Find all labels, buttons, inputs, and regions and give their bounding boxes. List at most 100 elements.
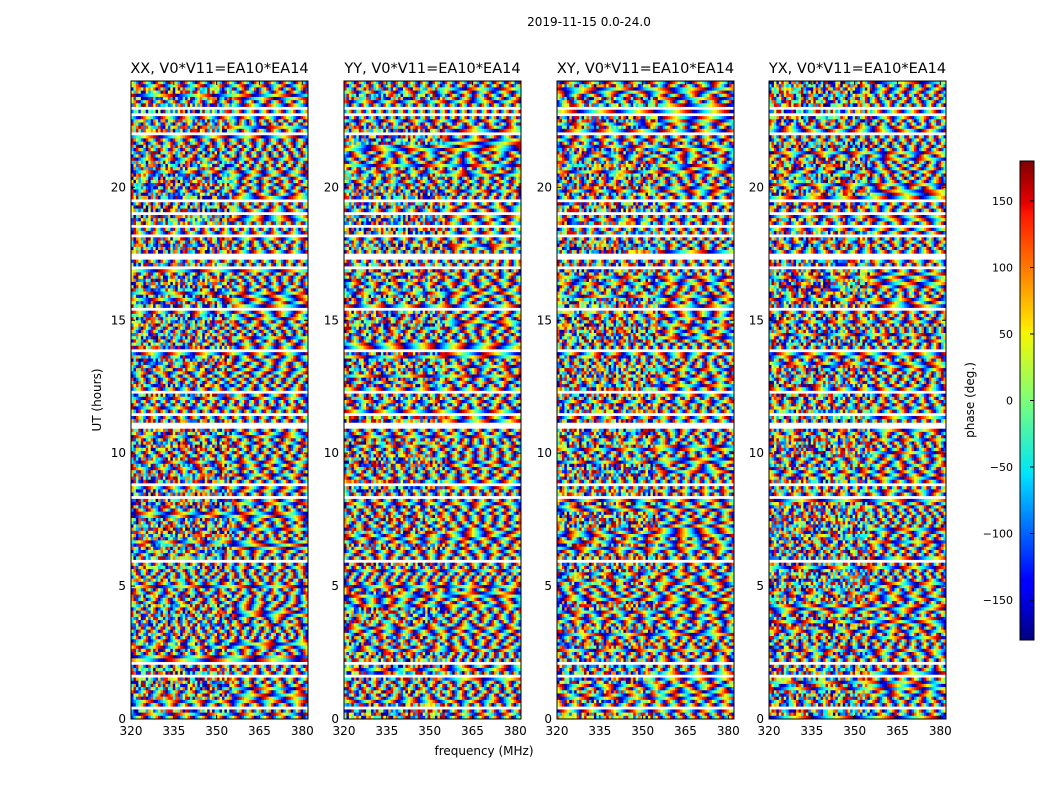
heatmap-cell <box>286 81 289 85</box>
heatmap-cell <box>210 196 213 200</box>
heatmap-cell <box>281 110 284 114</box>
heatmap-cell <box>205 91 208 95</box>
heatmap-cell <box>239 151 242 155</box>
heatmap-cell <box>269 129 272 133</box>
heatmap-cell <box>165 180 168 184</box>
heatmap-cell <box>210 158 213 162</box>
heatmap-cell <box>288 129 291 133</box>
heatmap-cell <box>303 193 306 197</box>
heatmap-cell <box>249 100 252 104</box>
heatmap-cell <box>232 94 235 98</box>
heatmap-cell <box>141 91 144 95</box>
heatmap-cell <box>188 103 191 107</box>
heatmap-cell <box>259 87 262 91</box>
heatmap-cell <box>202 91 205 95</box>
heatmap-cell <box>185 250 188 254</box>
heatmap-cell <box>220 135 223 139</box>
heatmap-cell <box>178 170 181 174</box>
heatmap-cell <box>224 148 227 152</box>
heatmap-cell <box>279 250 282 254</box>
heatmap-cell <box>222 135 225 139</box>
heatmap-cell <box>259 215 262 219</box>
heatmap-cell <box>237 174 240 178</box>
heatmap-cell <box>234 260 237 264</box>
heatmap-cell <box>234 119 237 123</box>
heatmap-cell <box>173 103 176 107</box>
heatmap-cell <box>146 215 149 219</box>
heatmap-cell <box>180 84 183 88</box>
heatmap-cell <box>183 167 186 171</box>
heatmap-cell <box>163 138 166 142</box>
heatmap-cell <box>271 167 274 171</box>
heatmap-cell <box>269 177 272 181</box>
heatmap-cell <box>192 218 195 222</box>
heatmap-cell <box>138 237 141 241</box>
heatmap-cell <box>192 151 195 155</box>
heatmap-cell <box>178 161 181 165</box>
heatmap-cell <box>274 164 277 168</box>
heatmap-cell <box>232 202 235 206</box>
heatmap-cell <box>247 186 250 190</box>
heatmap-cell <box>197 100 200 104</box>
heatmap-cell <box>237 116 240 120</box>
heatmap-cell <box>170 148 173 152</box>
heatmap-cell <box>183 97 186 101</box>
heatmap-cell <box>148 180 151 184</box>
heatmap-cell <box>266 209 269 213</box>
heatmap-cell <box>237 183 240 187</box>
heatmap-cell <box>232 260 235 264</box>
heatmap-cell <box>224 186 227 190</box>
heatmap-cell <box>195 161 198 165</box>
heatmap-cell <box>153 97 156 101</box>
heatmap-cell <box>175 263 178 267</box>
heatmap-cell <box>190 247 193 251</box>
heatmap-cell <box>200 260 203 264</box>
heatmap-cell <box>234 167 237 171</box>
heatmap-cell <box>195 94 198 98</box>
heatmap-cell <box>274 250 277 254</box>
heatmap-cell <box>220 164 223 168</box>
heatmap-cell <box>138 215 141 219</box>
heatmap-cell <box>158 202 161 206</box>
heatmap-cell <box>301 167 304 171</box>
heatmap-cell <box>251 177 254 181</box>
heatmap-cell <box>212 209 215 213</box>
heatmap-cell <box>259 126 262 130</box>
heatmap-cell <box>202 177 205 181</box>
heatmap-cell <box>212 116 215 120</box>
heatmap-cell <box>242 129 245 133</box>
heatmap-cell <box>222 161 225 165</box>
heatmap-cell <box>244 135 247 139</box>
heatmap-cell <box>296 250 299 254</box>
heatmap-cell <box>283 154 286 158</box>
heatmap-cell <box>232 247 235 251</box>
heatmap-cell <box>153 170 156 174</box>
heatmap-cell <box>153 100 156 104</box>
heatmap-cell <box>192 122 195 126</box>
heatmap-cell <box>151 151 154 155</box>
heatmap-cell <box>205 218 208 222</box>
heatmap-cell <box>165 148 168 152</box>
heatmap-cell <box>276 241 279 245</box>
heatmap-cell <box>254 209 257 213</box>
heatmap-cell <box>222 221 225 225</box>
heatmap-cell <box>200 142 203 146</box>
heatmap-cell <box>207 228 210 232</box>
heatmap-cell <box>207 126 210 130</box>
heatmap-cell <box>168 142 171 146</box>
heatmap-cell <box>148 177 151 181</box>
heatmap-cell <box>239 209 242 213</box>
heatmap-cell <box>288 142 291 146</box>
heatmap-cell <box>269 81 272 85</box>
heatmap-cell <box>136 228 139 232</box>
heatmap-cell <box>170 215 173 219</box>
heatmap-cell <box>156 231 159 235</box>
heatmap-cell <box>207 244 210 248</box>
heatmap-cell <box>274 161 277 165</box>
heatmap-cell <box>170 231 173 235</box>
heatmap-cell <box>251 161 254 165</box>
heatmap-cell <box>279 110 282 114</box>
heatmap-cell <box>247 196 250 200</box>
heatmap-cell <box>288 91 291 95</box>
heatmap-cell <box>183 119 186 123</box>
